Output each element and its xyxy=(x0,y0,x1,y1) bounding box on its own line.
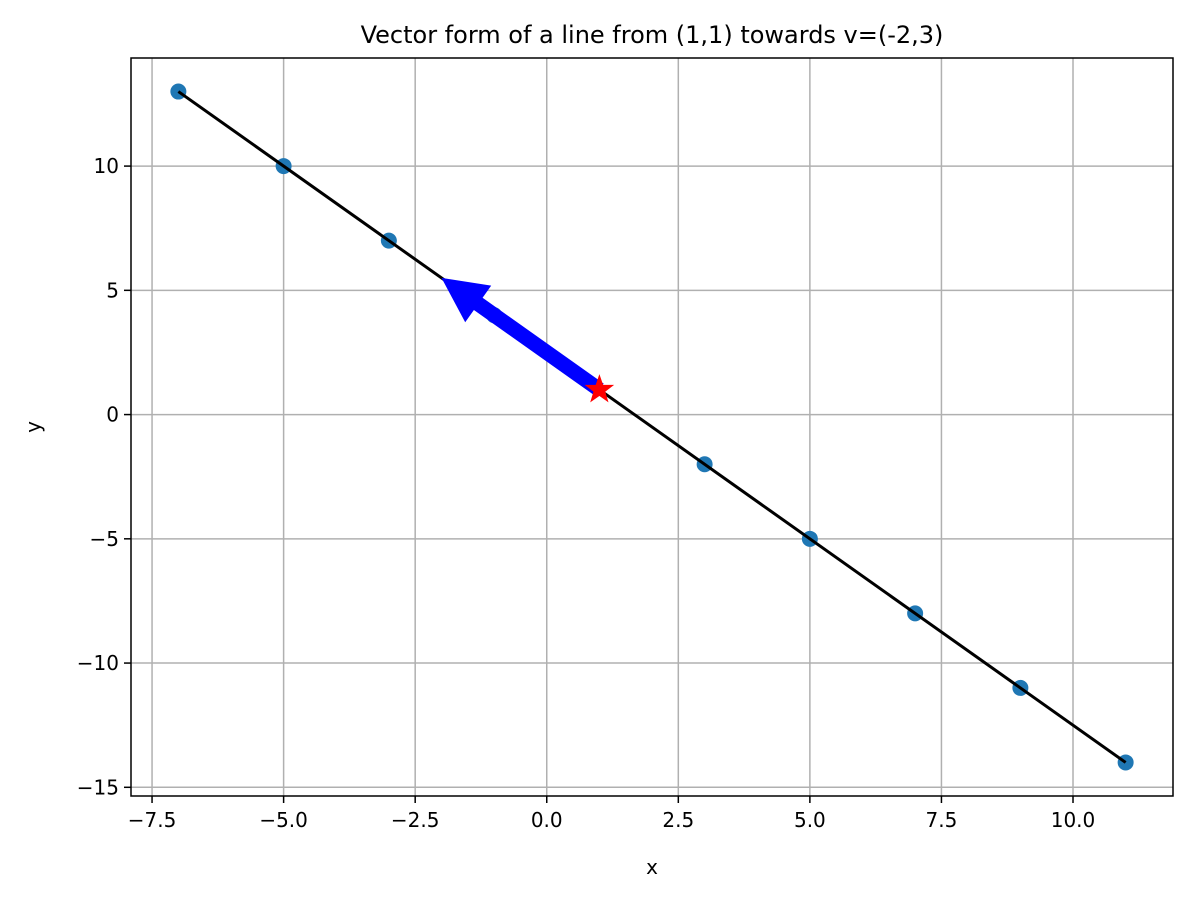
y-tick-label: 0 xyxy=(106,403,119,427)
line-path xyxy=(177,90,1127,764)
y-tick-label: −5 xyxy=(90,527,119,551)
axis-ticks: −7.5 −5.0 −2.5 0.0 2.5 5.0 7.5 10.0 −15 −10 −5 0 5 10 xyxy=(77,154,1095,832)
direction-vector-arrow xyxy=(441,277,604,396)
x-tick-label: −7.5 xyxy=(128,808,177,832)
x-axis-label: x xyxy=(646,855,658,879)
x-tick-label: 2.5 xyxy=(662,808,694,832)
x-tick-label: 7.5 xyxy=(926,808,958,832)
y-axis-label: y xyxy=(21,421,45,433)
start-point-star xyxy=(584,374,615,403)
axes-frame xyxy=(130,57,1174,797)
x-tick-label: −5.0 xyxy=(259,808,308,832)
x-tick-label: 5.0 xyxy=(794,808,826,832)
y-tick-label: 10 xyxy=(94,154,119,178)
y-tick-label: 5 xyxy=(106,278,119,302)
y-tick-label: −10 xyxy=(77,651,119,675)
y-tick-label: −15 xyxy=(77,775,119,799)
x-tick-label: −2.5 xyxy=(391,808,440,832)
grid xyxy=(131,58,1173,796)
x-tick-label: 0.0 xyxy=(531,808,563,832)
plot-data xyxy=(170,83,1134,771)
x-tick-label: 10.0 xyxy=(1051,808,1096,832)
chart-title: Vector form of a line from (1,1) towards… xyxy=(361,21,944,49)
